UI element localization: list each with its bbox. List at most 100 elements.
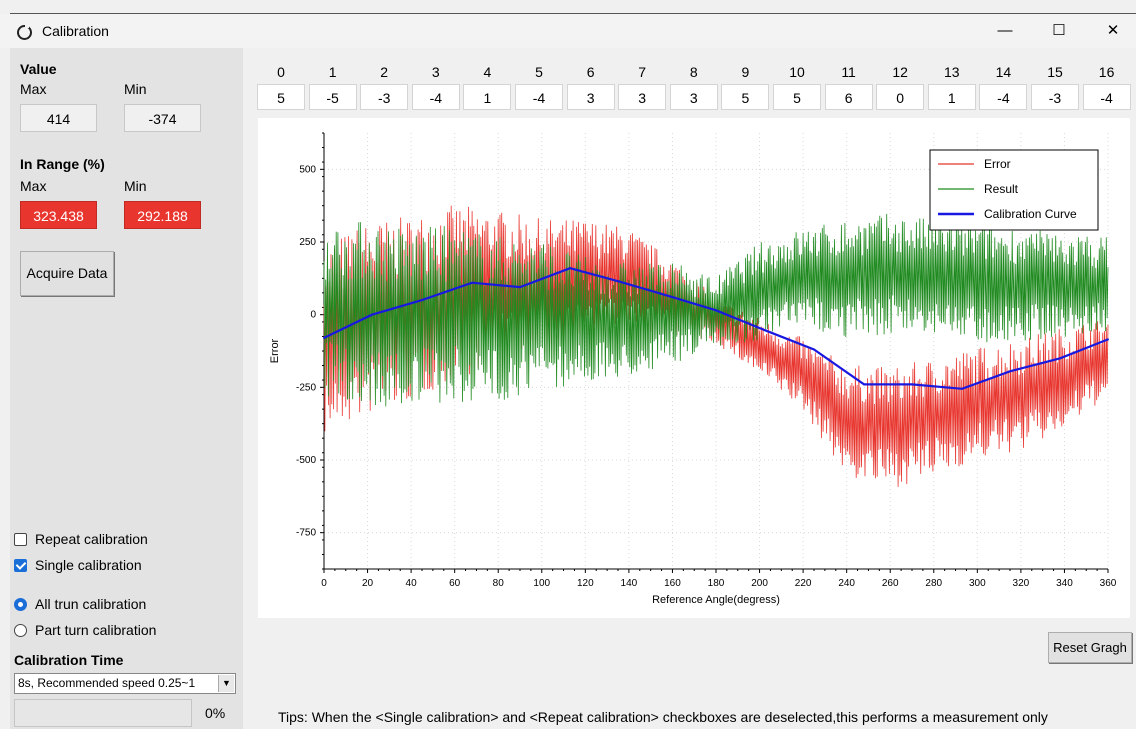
channel-value-3: -4 bbox=[411, 84, 460, 110]
in-range-min-label: Min bbox=[124, 178, 147, 194]
x-tick-label: 20 bbox=[362, 578, 374, 589]
channel-index-6: 6 bbox=[586, 64, 595, 80]
window-top-border bbox=[10, 13, 1136, 14]
y-tick-label: -250 bbox=[296, 382, 316, 393]
channel-index-16: 16 bbox=[1098, 64, 1115, 80]
calibration-point bbox=[765, 329, 768, 332]
part-turn-radio[interactable] bbox=[14, 624, 27, 637]
legend-label-1: Result bbox=[984, 182, 1019, 196]
channel-index-14: 14 bbox=[995, 64, 1012, 80]
in-range-min-field: 292.188 bbox=[124, 201, 201, 229]
channel-index-15: 15 bbox=[1047, 64, 1063, 80]
x-tick-label: 40 bbox=[406, 578, 418, 589]
legend-label-0: Error bbox=[984, 157, 1011, 171]
channel-index-7: 7 bbox=[638, 64, 647, 80]
calibration-point bbox=[617, 280, 619, 283]
progress-bar bbox=[14, 699, 192, 727]
y-tick-label: 500 bbox=[299, 164, 316, 175]
tips-text: Tips: When the <Single calibration> and … bbox=[278, 709, 1048, 725]
calibration-chart: 0 20 40 60 80 100 120 140 160 180 200 220 240 260 280 3… bbox=[269, 132, 1117, 606]
legend-box bbox=[929, 149, 1099, 231]
all-turn-radio[interactable] bbox=[14, 598, 27, 611]
channel-value-1: -5 bbox=[308, 84, 357, 110]
x-tick-label: 320 bbox=[1013, 578, 1030, 589]
x-tick-label: 200 bbox=[751, 578, 768, 589]
calibration-point bbox=[961, 387, 964, 390]
x-tick-label: 80 bbox=[493, 578, 505, 589]
x-tick-label: 60 bbox=[449, 578, 461, 589]
calibration-point bbox=[471, 281, 474, 284]
channel-value-13: 1 bbox=[927, 84, 976, 110]
channel-value-11: 6 bbox=[824, 84, 873, 110]
title-bar[interactable]: Calibration — ☐ ✕ bbox=[0, 14, 1136, 48]
channel-index-0: 0 bbox=[277, 64, 285, 80]
maximize-button[interactable]: ☐ bbox=[1052, 22, 1066, 39]
channel-value-15: -3 bbox=[1031, 84, 1079, 110]
channel-index-1: 1 bbox=[328, 64, 337, 80]
channel-value-7: 3 bbox=[618, 84, 667, 110]
channel-index-10: 10 bbox=[789, 64, 805, 80]
channel-value-8: 3 bbox=[669, 84, 718, 110]
in-range-max-label: Max bbox=[20, 178, 47, 194]
x-tick-label: 180 bbox=[708, 578, 725, 589]
chart-panel: 0 20 40 60 80 100 120 140 160 180 200 220 240 260 280 3… bbox=[258, 118, 1130, 618]
channel-index-13: 13 bbox=[944, 64, 960, 80]
progress-text: 0% bbox=[205, 705, 226, 721]
single-calibration-checkbox[interactable] bbox=[14, 559, 27, 572]
x-tick-label: 280 bbox=[925, 578, 942, 589]
channel-value-14: -4 bbox=[979, 84, 1028, 110]
x-tick-label: 160 bbox=[664, 578, 681, 589]
x-tick-label: 240 bbox=[838, 578, 855, 589]
channel-index-12: 12 bbox=[892, 64, 908, 80]
channel-index-2: 2 bbox=[380, 64, 389, 80]
calibration-time-select[interactable]: 8s, Recommended speed 0.25~1 ▼ bbox=[14, 673, 236, 694]
left-panel bbox=[10, 48, 243, 729]
all-turn-label: All trun calibration bbox=[35, 596, 147, 612]
minimize-button[interactable]: — bbox=[997, 22, 1013, 39]
legend-label-2: Calibration Curve bbox=[984, 207, 1077, 221]
close-button[interactable]: ✕ bbox=[1106, 22, 1120, 39]
value-min-field: -374 bbox=[124, 104, 201, 132]
part-turn-label: Part turn calibration bbox=[35, 622, 157, 638]
y-axis-title: Error bbox=[269, 338, 281, 363]
value-max-field: 414 bbox=[20, 104, 97, 132]
calibration-point bbox=[569, 267, 572, 270]
channel-value-5: -4 bbox=[515, 84, 563, 110]
value-max-label: Max bbox=[20, 81, 47, 97]
window-title: Calibration bbox=[42, 23, 109, 39]
channel-value-12: 0 bbox=[876, 84, 925, 110]
single-calibration-label: Single calibration bbox=[35, 557, 142, 573]
x-tick-label: 260 bbox=[882, 578, 899, 589]
channel-value-2: -3 bbox=[360, 84, 409, 110]
calibration-point bbox=[519, 286, 521, 289]
channel-value-0: 5 bbox=[257, 84, 305, 110]
calibration-point bbox=[911, 383, 913, 386]
repeat-calibration-checkbox[interactable] bbox=[14, 533, 27, 546]
channel-index-5: 5 bbox=[535, 64, 543, 80]
channel-value-16: -4 bbox=[1082, 84, 1131, 110]
dropdown-arrow-icon[interactable]: ▼ bbox=[218, 675, 234, 692]
channel-value-9: 5 bbox=[721, 84, 770, 110]
series-result bbox=[323, 213, 1109, 407]
calibration-point bbox=[715, 309, 717, 312]
x-tick-label: 120 bbox=[577, 578, 594, 589]
channel-index-9: 9 bbox=[741, 64, 750, 80]
x-tick-label: 0 bbox=[321, 578, 327, 589]
channel-index-3: 3 bbox=[431, 64, 440, 80]
calibration-point bbox=[667, 294, 670, 297]
calibration-point bbox=[1059, 357, 1062, 360]
y-tick-label: -500 bbox=[296, 455, 316, 466]
acquire-data-button[interactable]: Acquire Data bbox=[20, 251, 114, 296]
value-heading: Value bbox=[20, 61, 57, 77]
value-min-label: Min bbox=[124, 81, 147, 97]
x-tick-label: 360 bbox=[1100, 578, 1117, 589]
calibration-point bbox=[370, 313, 373, 316]
calibration-point bbox=[421, 299, 423, 302]
calibration-time-heading: Calibration Time bbox=[14, 652, 124, 668]
x-tick-label: 300 bbox=[969, 578, 986, 589]
reset-graph-button[interactable]: Reset Gragh bbox=[1048, 632, 1132, 663]
x-tick-label: 340 bbox=[1056, 578, 1073, 589]
calibration-point bbox=[813, 348, 815, 351]
calibration-point bbox=[323, 336, 325, 339]
app-icon bbox=[17, 24, 32, 40]
